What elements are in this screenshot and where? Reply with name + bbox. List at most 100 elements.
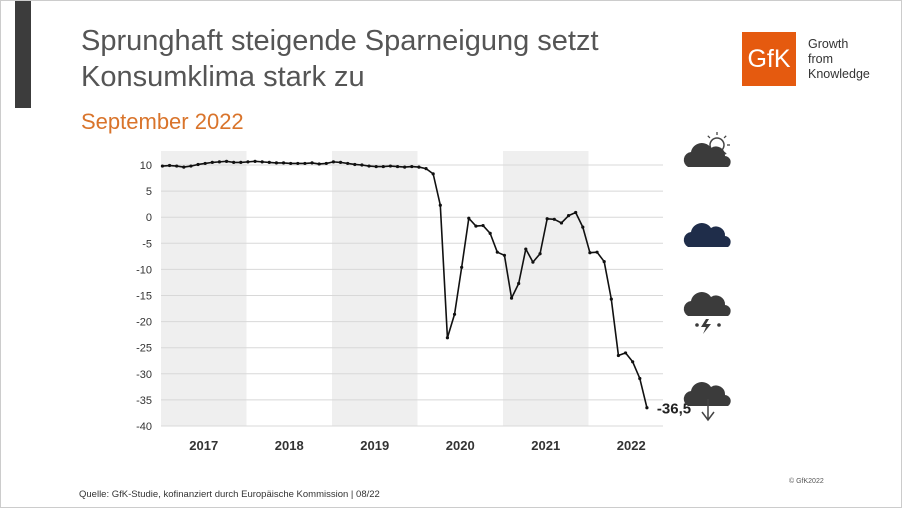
title-line-1: Sprunghaft steigende Sparneigung setzt bbox=[81, 25, 599, 57]
data-point bbox=[609, 297, 613, 301]
sun-ray bbox=[707, 135, 711, 139]
cloud-shape bbox=[683, 292, 731, 316]
logo-tagline: Growth from Knowledge bbox=[808, 37, 870, 82]
data-point bbox=[388, 164, 393, 168]
data-point bbox=[196, 162, 200, 167]
data-point bbox=[289, 161, 293, 166]
data-point bbox=[410, 164, 414, 169]
data-point bbox=[281, 161, 286, 165]
data-point bbox=[267, 160, 271, 164]
y-tick-label: -20 bbox=[136, 317, 152, 329]
data-point bbox=[488, 231, 492, 235]
y-tick-label: -5 bbox=[142, 238, 152, 250]
y-tick-label: 5 bbox=[146, 186, 152, 198]
page-title: Sprunghaft steigende Sparneigung setzt K… bbox=[81, 23, 599, 95]
storm-cloud-down-arrow-icon bbox=[683, 382, 731, 422]
data-point bbox=[189, 164, 193, 168]
data-point bbox=[338, 160, 343, 164]
data-point bbox=[296, 161, 300, 166]
year-band-2021 bbox=[503, 151, 589, 426]
data-point bbox=[253, 159, 257, 163]
data-point bbox=[574, 210, 578, 215]
data-point bbox=[623, 351, 628, 355]
source-note: Quelle: GfK-Studie, kofinanziert durch E… bbox=[79, 489, 380, 500]
data-point bbox=[317, 162, 321, 166]
data-point bbox=[395, 164, 400, 169]
data-point bbox=[467, 216, 471, 220]
data-point bbox=[274, 161, 279, 165]
data-point bbox=[452, 312, 457, 316]
copyright: © GfK2022 bbox=[789, 478, 824, 485]
data-point bbox=[638, 376, 642, 381]
data-point bbox=[495, 250, 499, 254]
data-point bbox=[310, 161, 314, 165]
data-point bbox=[517, 281, 521, 286]
data-point bbox=[460, 265, 464, 269]
end-value-label: -36,5 bbox=[657, 401, 691, 418]
data-point bbox=[210, 160, 214, 164]
data-point bbox=[203, 161, 207, 166]
subtitle: September 2022 bbox=[81, 109, 244, 134]
data-point bbox=[545, 217, 549, 221]
year-band-2019 bbox=[332, 151, 418, 426]
x-tick-label: 2022 bbox=[617, 438, 646, 453]
data-point bbox=[353, 162, 357, 167]
storm-cloud-icon bbox=[683, 292, 731, 334]
data-point bbox=[403, 165, 407, 169]
data-point bbox=[602, 259, 606, 264]
raindrop bbox=[695, 323, 699, 327]
data-point bbox=[381, 164, 385, 169]
data-point bbox=[581, 225, 585, 229]
data-point bbox=[239, 160, 243, 164]
data-point bbox=[331, 160, 336, 164]
data-point bbox=[160, 164, 165, 168]
y-tick-label: -35 bbox=[136, 395, 152, 407]
cloud-shape bbox=[683, 382, 731, 406]
dark-cloud-icon bbox=[683, 223, 731, 247]
data-point bbox=[631, 360, 635, 364]
data-point bbox=[588, 251, 592, 255]
accent-bar bbox=[15, 1, 31, 108]
data-point bbox=[438, 203, 442, 207]
tagline-2: from bbox=[808, 52, 833, 66]
data-point bbox=[502, 253, 507, 257]
sun-ray bbox=[723, 135, 727, 139]
x-tick-label: 2019 bbox=[360, 438, 389, 453]
data-point bbox=[531, 260, 535, 264]
gfk-logo: GfK bbox=[742, 32, 796, 86]
data-point bbox=[595, 250, 599, 254]
cloud-shape bbox=[683, 223, 731, 247]
tagline-1: Growth bbox=[808, 37, 849, 51]
data-point bbox=[246, 160, 250, 164]
x-tick-label: 2020 bbox=[446, 438, 475, 453]
data-point bbox=[524, 247, 528, 251]
down-arrow-shape bbox=[701, 399, 715, 422]
data-point bbox=[324, 161, 328, 166]
y-tick-label: -15 bbox=[136, 291, 152, 303]
data-point bbox=[360, 163, 364, 167]
data-point bbox=[445, 336, 450, 340]
y-tick-label: 0 bbox=[146, 212, 152, 224]
data-point bbox=[182, 165, 186, 169]
title-line-2: Konsumklima stark zu bbox=[81, 61, 365, 93]
tagline-3: Knowledge bbox=[808, 67, 870, 81]
data-point bbox=[645, 406, 649, 410]
y-tick-label: -30 bbox=[136, 369, 152, 381]
data-point bbox=[559, 221, 564, 225]
data-point bbox=[374, 164, 378, 169]
data-point bbox=[481, 223, 485, 228]
y-tick-label: -10 bbox=[136, 264, 152, 276]
data-point bbox=[175, 164, 179, 168]
data-point bbox=[538, 252, 542, 256]
year-band-2017 bbox=[161, 151, 247, 426]
data-point bbox=[346, 161, 350, 166]
data-point bbox=[431, 172, 435, 176]
lightning-shape bbox=[701, 319, 711, 334]
data-point bbox=[424, 167, 428, 171]
data-point bbox=[367, 164, 371, 168]
data-point bbox=[260, 160, 264, 164]
x-tick-label: 2017 bbox=[189, 438, 218, 453]
data-point bbox=[552, 217, 556, 221]
